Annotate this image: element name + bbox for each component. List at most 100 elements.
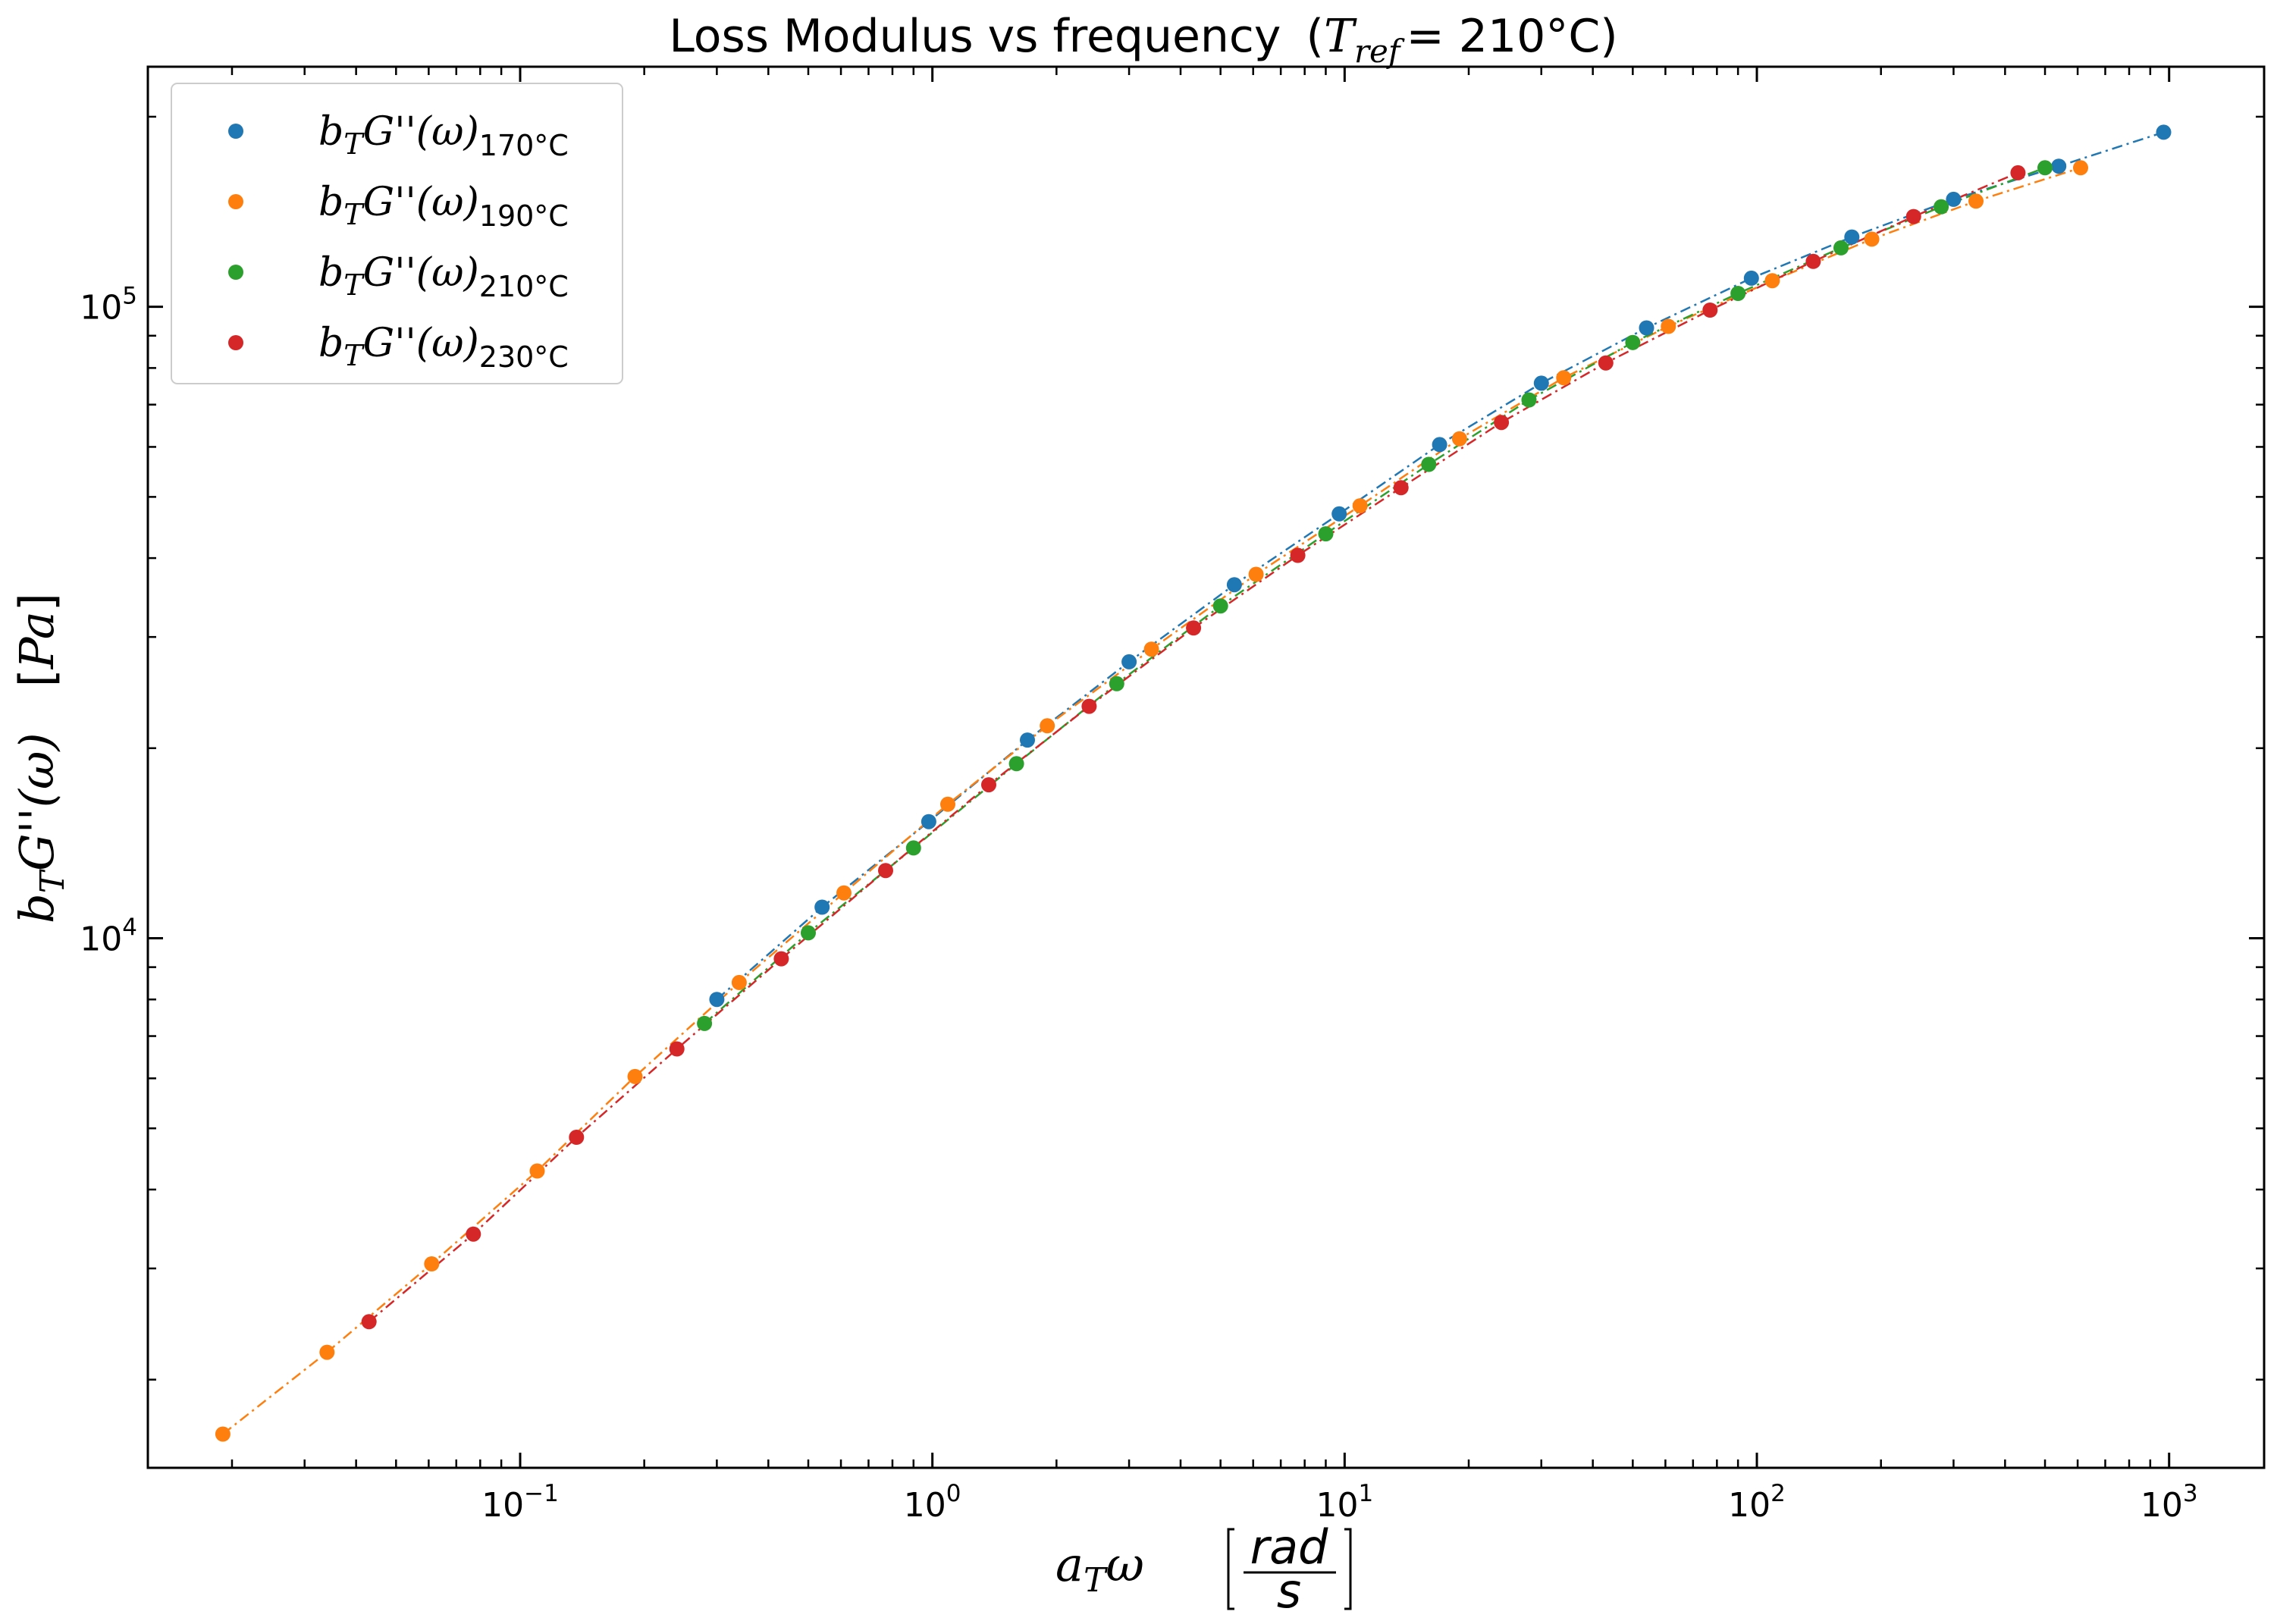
data-point: [1494, 415, 1510, 431]
data-point: [1318, 526, 1334, 542]
data-point: [529, 1163, 545, 1179]
data-point: [1421, 456, 1437, 472]
chart-title-math-subscript: ref: [1354, 33, 1405, 70]
svg-text:s: s: [1277, 1563, 1301, 1619]
chart-title-math-symbol: T: [1324, 10, 1357, 63]
data-point: [836, 885, 852, 901]
svg-text:rad: rad: [1250, 1519, 1328, 1575]
axis-ticks: [148, 67, 2264, 1468]
data-point: [1625, 334, 1641, 350]
data-point: [940, 796, 955, 812]
data-point: [1143, 641, 1159, 657]
data-point: [1109, 676, 1124, 691]
plot-frame: [146, 65, 2266, 1469]
data-point: [424, 1256, 440, 1271]
data-point: [1121, 654, 1137, 669]
y-tick-label: 105: [80, 283, 137, 328]
data-point: [801, 925, 816, 941]
x-axis-label: aTω: [1055, 1537, 1144, 1600]
data-point: [1730, 286, 1746, 301]
y-axis-label: bTG''(ω)[Pa]: [9, 593, 72, 923]
data-point: [1248, 566, 1264, 582]
data-point: [731, 974, 747, 990]
data-point: [1556, 370, 1572, 386]
x-axis-unit: rad s: [1227, 1519, 1352, 1619]
data-point: [1081, 698, 1097, 714]
data-point: [1743, 270, 1759, 286]
data-point: [1393, 480, 1409, 496]
data-point: [361, 1314, 377, 1330]
x-tick-label: 101: [1316, 1480, 1373, 1525]
data-point: [1352, 498, 1368, 514]
legend-marker: [228, 265, 243, 280]
x-tick-label: 103: [2141, 1480, 2198, 1525]
data-point: [1946, 191, 1962, 207]
data-point: [1290, 547, 1306, 563]
legend-marker: [228, 124, 243, 139]
data-point: [1833, 240, 1849, 256]
data-point: [1702, 303, 1718, 318]
data-point: [466, 1226, 481, 1242]
data-point: [1934, 199, 1949, 215]
legend-marker: [228, 194, 243, 209]
y-tick-label: 104: [80, 914, 137, 959]
chart-title-open-paren: (: [1306, 10, 1324, 63]
data-point: [1844, 229, 1860, 245]
data-point: [1186, 620, 1202, 636]
data-point: [1905, 208, 1921, 224]
data-point: [905, 840, 921, 856]
data-point: [1008, 756, 1024, 772]
data-point: [1331, 506, 1347, 522]
data-point: [669, 1041, 685, 1057]
data-point: [1968, 193, 1984, 209]
legend-label: bTG''(ω)210°C: [318, 250, 569, 303]
data-point: [1432, 437, 1447, 453]
series-points: [215, 124, 2172, 1442]
data-point: [709, 992, 725, 1008]
data-point: [319, 1344, 335, 1360]
data-point: [773, 951, 789, 967]
chart-title-math-value: = 210°C: [1406, 10, 1600, 63]
chart-title-text: Loss Modulus vs frequency: [669, 10, 1281, 63]
data-point: [569, 1130, 585, 1145]
data-point: [1212, 598, 1228, 614]
data-point: [2010, 165, 2026, 180]
data-point: [1598, 355, 1614, 371]
data-point: [1639, 320, 1654, 336]
data-point: [2051, 158, 2067, 174]
data-point: [1451, 431, 1467, 447]
data-point: [697, 1015, 713, 1031]
data-point: [1805, 253, 1821, 269]
data-point: [814, 899, 830, 915]
y-tick-labels: 104 105: [80, 283, 137, 959]
data-point: [1226, 577, 1242, 593]
data-point: [1864, 231, 1880, 247]
chart-title-close-paren: ): [1600, 10, 1617, 63]
data-point: [2156, 124, 2172, 140]
legend-label: bTG''(ω)170°C: [318, 109, 569, 162]
data-point: [1020, 732, 1035, 748]
chart-title: Loss Modulus vs frequency (Tref = 210°C): [669, 10, 1617, 70]
legend-box: [171, 83, 623, 384]
legend-label: bTG''(ω)190°C: [318, 180, 569, 233]
legend-label: bTG''(ω)230°C: [318, 321, 569, 374]
data-point: [878, 863, 893, 879]
data-point: [2073, 160, 2088, 176]
data-point: [921, 814, 936, 829]
data-point: [1533, 375, 1549, 391]
data-point: [1661, 318, 1676, 334]
data-point: [1040, 718, 1055, 734]
x-tick-labels: 10−1 100 101 102 103: [481, 1480, 2197, 1525]
data-point: [2037, 160, 2053, 176]
legend: bTG''(ω)170°C bTG''(ω)190°C bTG''(ω)210°C b…: [171, 83, 623, 384]
x-tick-label: 102: [1728, 1480, 1786, 1525]
data-point: [1764, 273, 1780, 289]
data-point: [981, 777, 996, 793]
series-line-2: [704, 167, 2046, 1024]
data-point: [1521, 392, 1537, 408]
x-tick-label: 100: [904, 1480, 961, 1525]
data-point: [215, 1426, 231, 1442]
x-tick-label: 10−1: [481, 1480, 559, 1525]
data-point: [627, 1068, 643, 1084]
